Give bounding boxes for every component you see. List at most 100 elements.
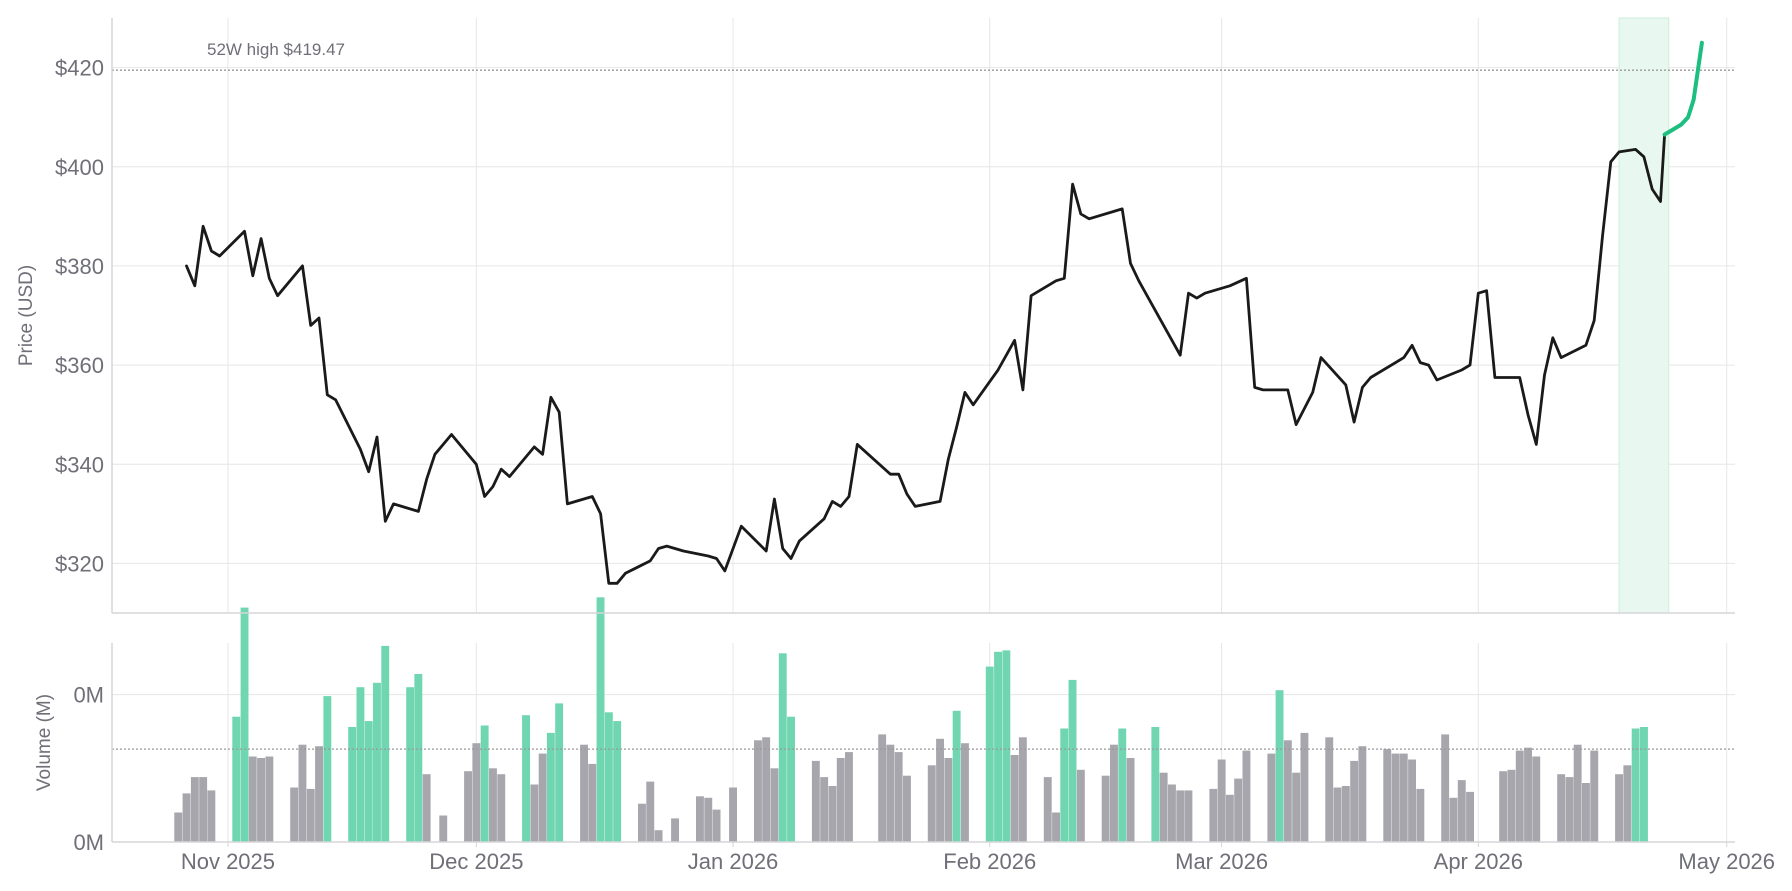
x-tick-label: Feb 2026 xyxy=(943,849,1036,874)
volume-y-tick-label: 0M xyxy=(73,683,104,708)
volume-bar-down xyxy=(1590,751,1598,842)
volume-bar-down xyxy=(944,758,952,842)
volume-bar-down xyxy=(1110,745,1118,842)
volume-bar-down xyxy=(1383,749,1391,842)
volume-bar-down xyxy=(1458,780,1466,842)
volume-bar-up xyxy=(232,717,240,842)
volume-bar-down xyxy=(878,734,886,842)
volume-bar-down xyxy=(265,757,273,843)
volume-bar-down xyxy=(1168,785,1176,843)
volume-bar-down xyxy=(845,752,853,842)
volume-bar-down xyxy=(1243,751,1251,842)
volume-bar-down xyxy=(812,761,820,842)
x-tick-label: Nov 2025 xyxy=(181,849,275,874)
volume-bar-down xyxy=(580,745,588,842)
volume-bar-down xyxy=(249,757,257,843)
volume-bar-down xyxy=(1557,774,1565,842)
volume-bar-down xyxy=(1350,761,1358,842)
volume-bar-down xyxy=(191,777,199,842)
volume-bar-down xyxy=(307,789,315,842)
volume-bar-down xyxy=(1466,792,1474,842)
volume-bar-up xyxy=(1118,729,1126,843)
volume-bar-down xyxy=(1342,786,1350,842)
volume-bar-up xyxy=(365,721,373,842)
volume-bars xyxy=(174,597,1648,842)
volume-bar-down xyxy=(539,754,547,842)
volume-bar-down xyxy=(1615,774,1623,842)
volume-bar-down xyxy=(638,804,646,842)
volume-bar-up xyxy=(787,717,795,842)
price-y-ticks: $320 $340 $360 $380 $400 $420 xyxy=(55,56,104,577)
volume-bar-down xyxy=(1574,745,1582,842)
volume-bar-down xyxy=(1160,773,1168,842)
volume-bar-up xyxy=(1060,729,1068,843)
volume-bar-down xyxy=(1292,773,1300,842)
volume-bar-up xyxy=(1640,727,1648,842)
volume-bar-up xyxy=(1632,729,1640,843)
volume-bar-down xyxy=(472,743,480,842)
volume-bar-down xyxy=(696,796,704,842)
price-y-tick-label: $380 xyxy=(55,254,104,279)
volume-bar-up xyxy=(986,667,994,842)
price-y-tick-label: $400 xyxy=(55,155,104,180)
volume-y-axis-label: Volume (M) xyxy=(34,694,55,791)
volume-bar-down xyxy=(928,765,936,842)
volume-bar-down xyxy=(1408,760,1416,843)
volume-bar-down xyxy=(837,758,845,842)
volume-bar-down xyxy=(1011,755,1019,842)
volume-bar-down xyxy=(1566,777,1574,842)
volume-bar-down xyxy=(886,745,894,842)
volume-bar-down xyxy=(820,777,828,842)
volume-bar-down xyxy=(1267,754,1275,842)
volume-bar-down xyxy=(530,785,538,843)
volume-bar-down xyxy=(207,790,215,842)
volume-bar-up xyxy=(597,597,605,842)
volume-bar-down xyxy=(199,777,207,842)
x-tick-label: May 2026 xyxy=(1678,849,1775,874)
volume-bar-down xyxy=(257,758,265,842)
volume-bar-up xyxy=(1151,727,1159,842)
volume-bar-down xyxy=(1524,748,1532,842)
volume-bar-down xyxy=(299,745,307,842)
volume-bar-up xyxy=(953,711,961,842)
volume-bar-down xyxy=(754,740,762,842)
volume-bar-down xyxy=(1209,789,1217,842)
volume-bar-down xyxy=(497,774,505,842)
volume-bar-up xyxy=(414,674,422,842)
price-y-axis-label: Price (USD) xyxy=(16,265,37,366)
price-series-line-highlight xyxy=(1665,43,1702,135)
volume-bar-up xyxy=(555,703,563,842)
volume-bar-up xyxy=(1069,680,1077,842)
volume-bar-down xyxy=(423,774,431,842)
volume-bar-down xyxy=(439,816,447,843)
volume-bar-down xyxy=(713,810,721,842)
volume-bar-down xyxy=(762,737,770,842)
volume-bar-down xyxy=(1416,789,1424,842)
volume-bar-down xyxy=(1226,795,1234,842)
volume-bar-down xyxy=(1532,757,1540,843)
volume-bar-down xyxy=(1499,771,1507,842)
volume-bar-up xyxy=(481,726,489,843)
volume-bar-down xyxy=(1176,790,1184,842)
volume-bar-down xyxy=(671,818,679,842)
x-tick-label: Apr 2026 xyxy=(1434,849,1523,874)
volume-bar-up xyxy=(613,721,621,842)
volume-bar-down xyxy=(771,768,779,842)
volume-bar-up xyxy=(406,687,414,842)
highlight-band xyxy=(1619,18,1669,613)
x-ticks: Nov 2025 Dec 2025 Jan 2026 Feb 2026 Mar 2026… xyxy=(181,842,1775,874)
price-series xyxy=(187,43,1702,584)
volume-bar-down xyxy=(729,788,737,843)
volume-bar-down xyxy=(903,776,911,842)
volume-bar-down xyxy=(1450,798,1458,842)
volume-bar-up xyxy=(779,653,787,842)
volume-bar-down xyxy=(1218,760,1226,843)
price-series-line xyxy=(187,135,1665,584)
volume-bar-up xyxy=(994,652,1002,842)
volume-bar-down xyxy=(1325,737,1333,842)
52w-high-label: 52W high $419.47 xyxy=(207,40,345,59)
volume-bar-down xyxy=(1019,737,1027,842)
axes xyxy=(112,18,1735,842)
